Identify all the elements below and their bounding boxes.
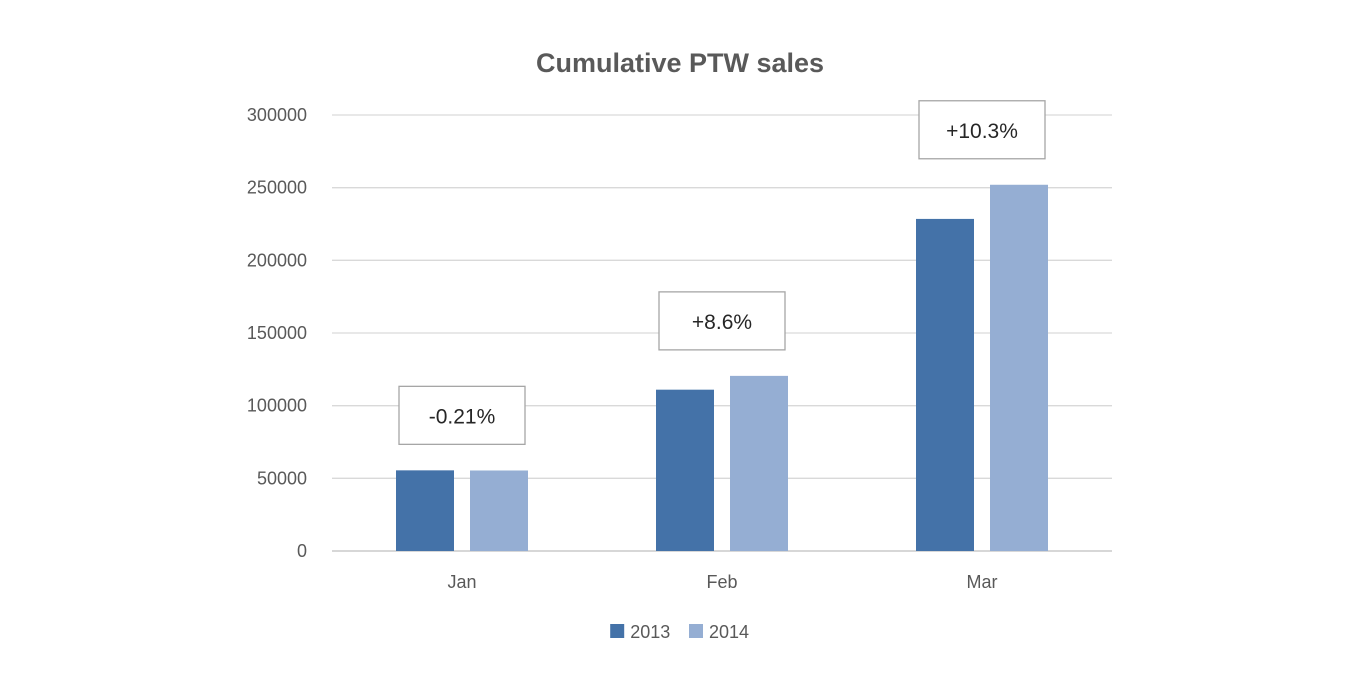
legend-label: 2013 [630, 622, 670, 642]
annotation-label: +10.3% [946, 120, 1018, 143]
bar-2013-feb [656, 389, 714, 551]
bars [396, 184, 1048, 551]
legend-swatch-2014 [689, 624, 703, 638]
bar-2013-jan [396, 470, 454, 551]
y-tick-label: 100000 [247, 396, 307, 416]
y-tick-label: 50000 [257, 468, 307, 488]
x-tick-label: Mar [967, 572, 998, 592]
x-tick-label: Feb [706, 572, 737, 592]
legend-swatch-2013 [610, 624, 625, 638]
chart-title: Cumulative PTW sales [536, 48, 824, 78]
y-tick-label: 0 [297, 541, 307, 561]
y-tick-label: 200000 [247, 250, 307, 270]
annotation-box [658, 291, 786, 351]
annotation-label: -0.21% [429, 405, 496, 428]
y-axis-ticks: 0 50000 100000 150000 200000 250000 300000 [247, 105, 307, 561]
annotations: -0.21% +8.6% +10.3% [398, 100, 1046, 445]
legend: 2013 2014 [610, 622, 749, 642]
annotation-box [918, 100, 1046, 160]
bar-2014-jan [470, 470, 528, 551]
y-tick-label: 300000 [247, 105, 307, 125]
y-tick-label: 250000 [247, 178, 307, 198]
bar-2014-mar [990, 184, 1048, 551]
annotation-box [398, 385, 526, 445]
bar-2013-mar [916, 218, 974, 551]
annotation-label: +8.6% [692, 311, 752, 334]
bar-2014-feb [730, 375, 788, 551]
x-tick-label: Jan [447, 572, 476, 592]
y-tick-label: 150000 [247, 323, 307, 343]
x-axis-ticks: Jan Feb Mar [447, 572, 997, 592]
legend-label: 2014 [709, 622, 749, 642]
